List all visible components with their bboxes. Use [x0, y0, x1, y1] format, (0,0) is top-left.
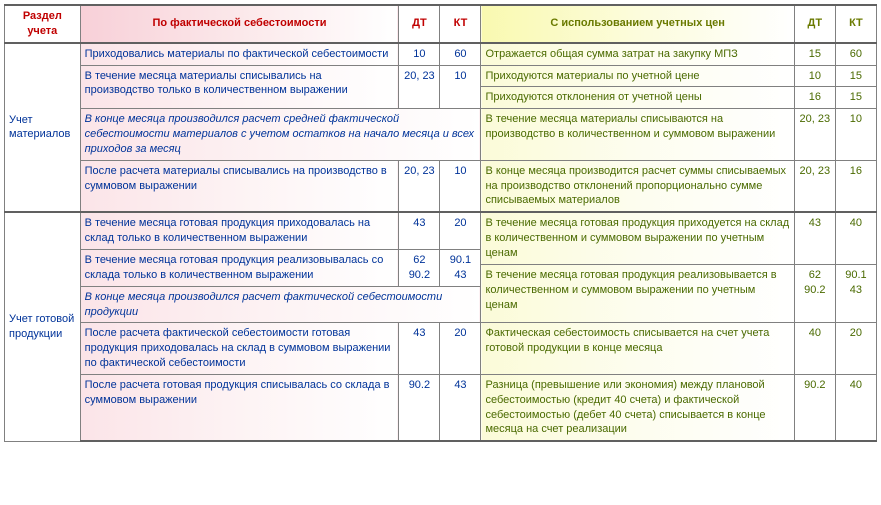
s1-right-row1-dt: 10 — [794, 65, 835, 87]
s1-right-row0: Отражается общая сумма затрат на закупку… — [481, 43, 794, 65]
header-left: По фактической себестоимости — [80, 5, 399, 43]
s2-right-row1: В течение месяца готовая продукция реали… — [481, 264, 794, 323]
s1-left-row3-kt: 10 — [440, 160, 481, 212]
s2-right-row3: Разница (превышение или экономия) между … — [481, 374, 794, 441]
section2-label: Учет готовой продукции — [5, 212, 81, 441]
header-dt-right: ДТ — [794, 5, 835, 43]
section1-label: Учет материалов — [5, 43, 81, 213]
s2-right-row1-dt: 6290.2 — [794, 264, 835, 323]
s2-right-row2: Фактическая себестоимость списывается на… — [481, 323, 794, 375]
s2-left-row1-dt: 6290.2 — [399, 249, 440, 286]
s2-right-row1-kt: 90.143 — [835, 264, 876, 323]
s2-right-row0-dt: 43 — [794, 212, 835, 264]
s1-left-row3: После расчета материалы списывались на п… — [80, 160, 399, 212]
accounting-comparison-table: Раздел учета По фактической себестоимост… — [4, 4, 877, 442]
s1-right-row2: Приходуются отклонения от учетной цены — [481, 87, 794, 109]
header-right: С использованием учетных цен — [481, 5, 794, 43]
s1-left-row1: В течение месяца материалы списывались н… — [80, 65, 399, 109]
s2-left-row4-kt: 43 — [440, 374, 481, 441]
s1-right-row3-dt: 20, 23 — [794, 109, 835, 161]
s2-left-row3-kt: 20 — [440, 323, 481, 375]
header-kt-right: КТ — [835, 5, 876, 43]
s2-right-row2-kt: 20 — [835, 323, 876, 375]
s2-left-row0: В течение месяца готовая продукция прихо… — [80, 212, 399, 249]
s1-left-row1-dt: 20, 23 — [399, 65, 440, 109]
s1-left-row0: Приходовались материалы по фактической с… — [80, 43, 399, 65]
s1-right-row2-kt: 15 — [835, 87, 876, 109]
s1-right-row1: Приходуются материалы по учетной цене — [481, 65, 794, 87]
header-dt-left: ДТ — [399, 5, 440, 43]
s1-right-row3-kt: 10 — [835, 109, 876, 161]
s1-left-row3-dt: 20, 23 — [399, 160, 440, 212]
s2-left-row1-kt: 90.143 — [440, 249, 481, 286]
s1-right-row1-kt: 15 — [835, 65, 876, 87]
s1-right-row2-dt: 16 — [794, 87, 835, 109]
header-kt-left: КТ — [440, 5, 481, 43]
s2-left-row4: После расчета готовая продукция списывал… — [80, 374, 399, 441]
s2-left-row1: В течение месяца готовая продукция реали… — [80, 249, 399, 286]
s2-right-row0-kt: 40 — [835, 212, 876, 264]
s1-right-row4: В конце месяца производится расчет суммы… — [481, 160, 794, 212]
s1-left-row2: В конце месяца производился расчет средн… — [80, 109, 481, 161]
header-section: Раздел учета — [5, 5, 81, 43]
s1-right-row4-kt: 16 — [835, 160, 876, 212]
s2-left-row4-dt: 90.2 — [399, 374, 440, 441]
s2-right-row3-kt: 40 — [835, 374, 876, 441]
s1-right-row4-dt: 20, 23 — [794, 160, 835, 212]
s2-left-row0-kt: 20 — [440, 212, 481, 249]
s1-left-row0-kt: 60 — [440, 43, 481, 65]
s2-left-row2: В конце месяца производился расчет факти… — [80, 286, 481, 323]
s2-left-row0-dt: 43 — [399, 212, 440, 249]
s2-right-row3-dt: 90.2 — [794, 374, 835, 441]
s2-left-row3-dt: 43 — [399, 323, 440, 375]
s2-left-row3: После расчета фактической себестоимости … — [80, 323, 399, 375]
s1-left-row1-kt: 10 — [440, 65, 481, 109]
s2-right-row2-dt: 40 — [794, 323, 835, 375]
s1-right-row0-dt: 15 — [794, 43, 835, 65]
s2-right-row0: В течение месяца готовая продукция прихо… — [481, 212, 794, 264]
s1-left-row0-dt: 10 — [399, 43, 440, 65]
s1-right-row0-kt: 60 — [835, 43, 876, 65]
s1-right-row3: В течение месяца материалы списываются н… — [481, 109, 794, 161]
